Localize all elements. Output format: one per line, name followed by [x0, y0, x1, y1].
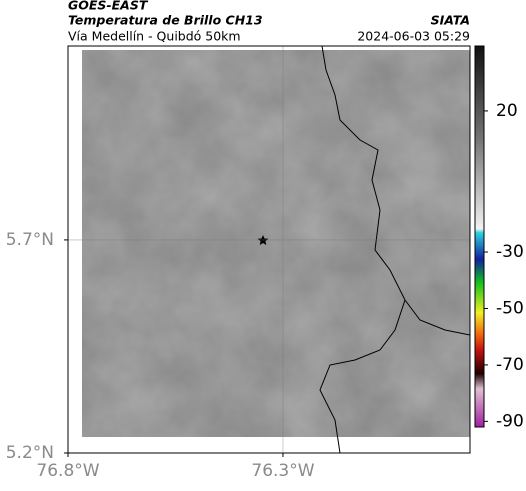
map-area [68, 46, 470, 453]
colorbar-tick-label: -70 [496, 355, 524, 375]
datetime: 2024-06-03 05:29 [357, 29, 470, 44]
colorbar-tick-label: -90 [496, 411, 524, 431]
route: Vía Medellín - Quibdó 50km [68, 29, 241, 44]
map-frame [67, 45, 471, 454]
subtitle: Temperatura de Brillo CH13 [68, 13, 263, 28]
colorbar-tick-label: -30 [496, 242, 524, 262]
imagery-texture [82, 50, 470, 437]
x-tick-label: 76.3°W [251, 461, 314, 481]
border-line [319, 299, 406, 453]
source: SIATA [431, 13, 470, 28]
colorbar-tick-label: 20 [496, 101, 518, 121]
y-tick-label: 5.2°N [6, 443, 54, 463]
colorbar [474, 45, 485, 428]
colorbar-tick-label: -50 [496, 298, 524, 318]
x-tick-label: 76.8°W [36, 461, 99, 481]
title: GOES-EAST [68, 0, 149, 13]
border-line [321, 46, 470, 336]
y-tick-label: 5.7°N [6, 230, 54, 250]
